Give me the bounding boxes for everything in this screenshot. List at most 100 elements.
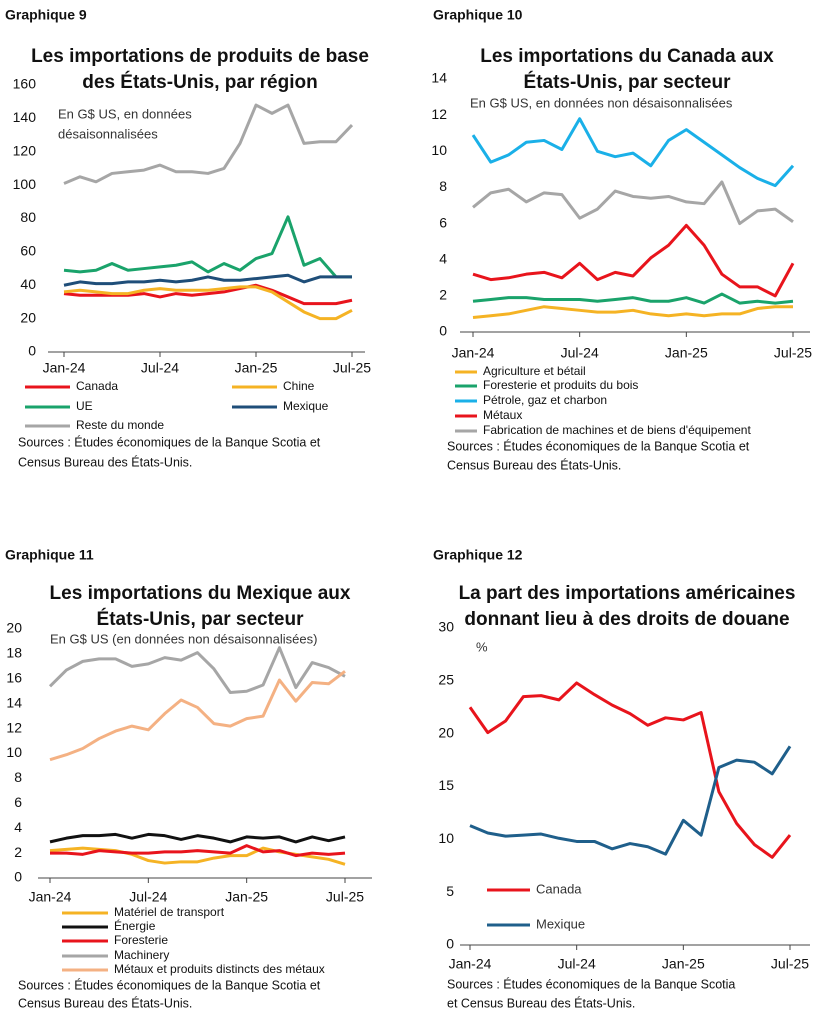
x-tick-label: Jul-25 — [774, 345, 812, 361]
legend-label: Machinery — [114, 948, 169, 962]
legend-label: Pétrole, gaz et charbon — [483, 393, 607, 407]
y-tick-label: 12 — [6, 719, 22, 735]
x-tick-label: Jan-24 — [29, 889, 72, 905]
y-tick-label: 4 — [439, 250, 447, 266]
y-tick-label: 0 — [14, 869, 22, 885]
chart-title: des États-Unis, par région — [82, 71, 317, 93]
y-tick-label: 80 — [20, 209, 36, 225]
chart-label: Graphique 9 — [5, 7, 87, 23]
chart-title: États-Unis, par secteur — [524, 71, 732, 93]
y-tick-label: 8 — [439, 178, 447, 194]
y-tick-label: 16 — [6, 670, 22, 686]
x-tick-label: Jul-25 — [333, 360, 371, 376]
legend-label: Mexique — [283, 399, 329, 413]
sources-note: Census Bureau des États-Unis. — [447, 457, 621, 472]
sources-note: Sources : Études économiques de la Banqu… — [18, 434, 321, 449]
line-series — [49, 670, 346, 762]
chart-panel: Graphique 12 La part des importations amé… — [433, 547, 810, 1010]
sources-note: Sources : Études économiques de la Banqu… — [18, 977, 321, 992]
y-tick-label: 140 — [13, 109, 37, 125]
legend-label: Foresterie — [114, 933, 168, 947]
y-tick-label: 0 — [446, 936, 454, 952]
x-tick-label: Jan-24 — [449, 956, 492, 972]
line-series — [63, 283, 353, 306]
x-tick-label: Jul-24 — [561, 345, 599, 361]
chart-label: Graphique 10 — [433, 7, 523, 23]
legend-label: Métaux et produits distincts des métaux — [114, 962, 325, 976]
chart-subtitle: En G$ US, en données non désaisonnalisée… — [470, 95, 733, 110]
legend-label: Métaux — [483, 408, 522, 422]
legend-label: Fabrication de machines et de biens d'éq… — [483, 423, 751, 437]
x-tick-label: Jan-25 — [235, 360, 278, 376]
line-series — [472, 305, 793, 320]
y-tick-label: 20 — [20, 309, 36, 325]
legend-label: Canada — [536, 881, 582, 896]
y-tick-label: 20 — [438, 724, 454, 740]
legend-label: Canada — [76, 379, 118, 393]
x-tick-label: Jan-24 — [452, 345, 495, 361]
y-tick-label: 160 — [13, 76, 37, 92]
y-tick-label: 0 — [439, 323, 447, 339]
y-axis-label: % — [476, 639, 488, 654]
x-tick-label: Jan-25 — [225, 889, 268, 905]
y-tick-label: 2 — [14, 844, 22, 860]
y-tick-label: 4 — [14, 819, 22, 835]
chart-title: États-Unis, par secteur — [97, 608, 305, 630]
chart-title: Les importations du Mexique aux — [50, 583, 351, 604]
y-tick-label: 8 — [14, 769, 22, 785]
y-tick-label: 25 — [438, 672, 454, 688]
x-tick-label: Jul-24 — [558, 956, 596, 972]
chart-title: donnant lieu à des droits de douane — [464, 609, 789, 630]
sources-note: Census Bureau des États-Unis. — [18, 995, 192, 1010]
line-series — [471, 117, 795, 188]
x-tick-label: Jul-25 — [771, 956, 809, 972]
y-tick-label: 120 — [13, 142, 37, 158]
chart-subtitle: En G$ US, en données — [58, 106, 192, 121]
chart-title: Les importations du Canada aux — [480, 46, 774, 67]
legend-label: Chine — [283, 379, 315, 393]
x-tick-label: Jul-24 — [141, 360, 179, 376]
chart-subtitle: En G$ US (en données non désaisonnalisée… — [50, 631, 317, 646]
y-tick-label: 6 — [439, 214, 447, 230]
x-tick-label: Jan-24 — [43, 360, 86, 376]
y-tick-label: 5 — [446, 883, 454, 899]
y-tick-label: 0 — [28, 343, 36, 359]
sources-note: Sources : Études économiques de la Banqu… — [447, 976, 735, 991]
x-tick-label: Jul-25 — [326, 889, 364, 905]
line-series — [63, 273, 352, 287]
chart-panel: Graphique 10 Les importations du Canada a… — [431, 7, 812, 473]
line-series — [472, 292, 794, 305]
y-tick-label: 18 — [6, 645, 22, 661]
line-series — [48, 646, 346, 694]
y-tick-label: 60 — [20, 243, 36, 259]
sources-note: Sources : Études économiques de la Banqu… — [447, 438, 750, 453]
line-series — [63, 215, 352, 279]
line-series — [469, 745, 792, 856]
line-series — [63, 285, 353, 321]
y-tick-label: 10 — [438, 830, 454, 846]
legend-label: Mexique — [536, 916, 585, 931]
chart-title: Les importations de produits de base — [31, 46, 369, 67]
chart-panel: Graphique 11 Les importations du Mexique … — [5, 547, 372, 1010]
sources-note: Census Bureau des États-Unis. — [18, 454, 192, 469]
y-tick-label: 12 — [431, 106, 447, 122]
y-tick-label: 2 — [439, 287, 447, 303]
chart-label: Graphique 11 — [5, 547, 94, 563]
y-tick-label: 40 — [20, 276, 36, 292]
line-series — [49, 832, 346, 844]
chart-subtitle: désaisonnalisées — [58, 126, 158, 141]
y-tick-label: 10 — [6, 744, 22, 760]
legend-label: Foresterie et produits du bois — [483, 378, 638, 392]
sources-note: et Census Bureau des États-Unis. — [447, 995, 635, 1010]
x-tick-label: Jan-25 — [662, 956, 705, 972]
legend-label: Agriculture et bétail — [483, 364, 586, 378]
x-tick-label: Jan-25 — [665, 345, 708, 361]
y-tick-label: 15 — [438, 777, 454, 793]
line-series — [472, 180, 794, 226]
line-series — [472, 223, 795, 298]
line-series — [468, 681, 792, 859]
chart-title: La part des importations américaines — [459, 583, 796, 604]
line-series — [63, 103, 354, 185]
y-tick-label: 20 — [6, 620, 22, 636]
